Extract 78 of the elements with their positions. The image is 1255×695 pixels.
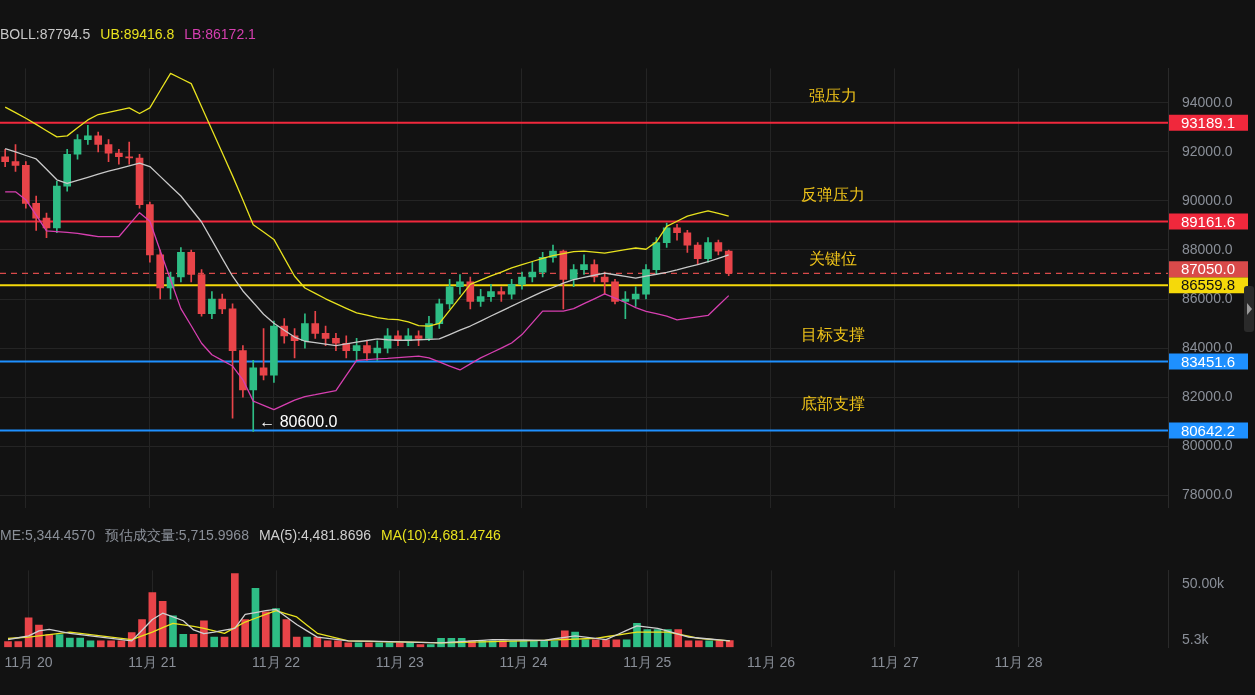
x-tick-label: 11月 24 (499, 654, 548, 671)
bar (169, 615, 177, 648)
bar (437, 638, 445, 648)
candlestick (84, 124, 92, 145)
x-tick-label: 11月 25 (623, 654, 672, 671)
bar (272, 608, 280, 648)
bar (540, 640, 549, 648)
y-tick-label: 94000.0 (1182, 93, 1233, 110)
bar (282, 619, 291, 648)
bar (4, 641, 12, 648)
x-tick-label: 11月 27 (870, 654, 919, 671)
y-tick-label: 78000.0 (1182, 486, 1233, 503)
bar (179, 634, 188, 648)
x-tick-label: 11月 22 (252, 654, 301, 671)
text: MA(10):4,681.4746 (381, 527, 501, 545)
text: UB:89416.8 (100, 26, 175, 42)
bar (416, 644, 425, 648)
x-tick-label: 11月 26 (747, 654, 796, 671)
annotation: 强压力 (808, 87, 857, 105)
bar (695, 640, 703, 648)
bar (530, 640, 538, 648)
annotation: 关键位 (808, 249, 857, 267)
ref-line-label: 87050.0 (1180, 260, 1236, 278)
bar (66, 637, 74, 648)
bar (231, 573, 239, 648)
annotation: 底部支撑 (800, 394, 865, 412)
bar (591, 639, 600, 648)
annotation: 目标支撑 (800, 325, 865, 343)
bar (189, 634, 198, 648)
bar (426, 644, 435, 648)
bar (241, 619, 249, 648)
bar (354, 642, 363, 648)
bar (107, 640, 115, 648)
candlestick (631, 286, 640, 307)
bar (261, 611, 270, 648)
ref-line-label: 83451.6 (1180, 352, 1236, 370)
bar (292, 636, 301, 648)
bar (334, 640, 342, 648)
bar (365, 642, 373, 648)
x-tick-label: 11月 28 (994, 654, 1043, 671)
bar (725, 640, 734, 648)
bar (96, 640, 105, 648)
text: 预估成交量:5,715.9968 (104, 527, 249, 545)
text: ME:5,344.4570 (0, 527, 95, 545)
y-tick-label: 84000.0 (1182, 338, 1233, 355)
y-tick-label: 80000.0 (1182, 437, 1233, 454)
bar (344, 642, 353, 648)
ref-line-label: 80642.2 (1180, 421, 1236, 439)
bar (303, 636, 311, 648)
candlestick (497, 286, 506, 302)
y-tick-label: 82000.0 (1182, 388, 1233, 405)
text: MA(5):4,481.8696 (258, 527, 372, 545)
y-tick-label: 88000.0 (1182, 240, 1233, 257)
y-tick-label: 5.3k (1182, 631, 1210, 648)
bar (705, 640, 713, 648)
bar (45, 634, 54, 648)
bar (602, 639, 610, 648)
bar (14, 641, 23, 648)
y-tick-label: 92000.0 (1182, 142, 1233, 159)
y-tick-label: 90000.0 (1182, 191, 1233, 208)
y-tick-label: 50.00k (1182, 575, 1226, 592)
bar (674, 629, 683, 648)
text: BOLL:87794.5 (0, 26, 91, 42)
bar (385, 642, 394, 648)
x-tick-label: 11月 21 (128, 654, 177, 671)
bar (375, 642, 384, 648)
candlestick (125, 141, 134, 165)
bar (76, 637, 85, 648)
annotation: ← 80600.0 (259, 412, 338, 430)
x-tick-label: 11月 23 (375, 654, 425, 671)
bar (200, 620, 208, 648)
ref-line-label: 89161.6 (1180, 212, 1236, 230)
bar (210, 636, 219, 648)
text: LB:86172.1 (184, 26, 256, 42)
x-tick-label: 11月 20 (4, 654, 53, 671)
annotation: 反弹压力 (800, 185, 865, 203)
ref-line-label: 93189.1 (1180, 113, 1236, 131)
bar (55, 634, 64, 648)
